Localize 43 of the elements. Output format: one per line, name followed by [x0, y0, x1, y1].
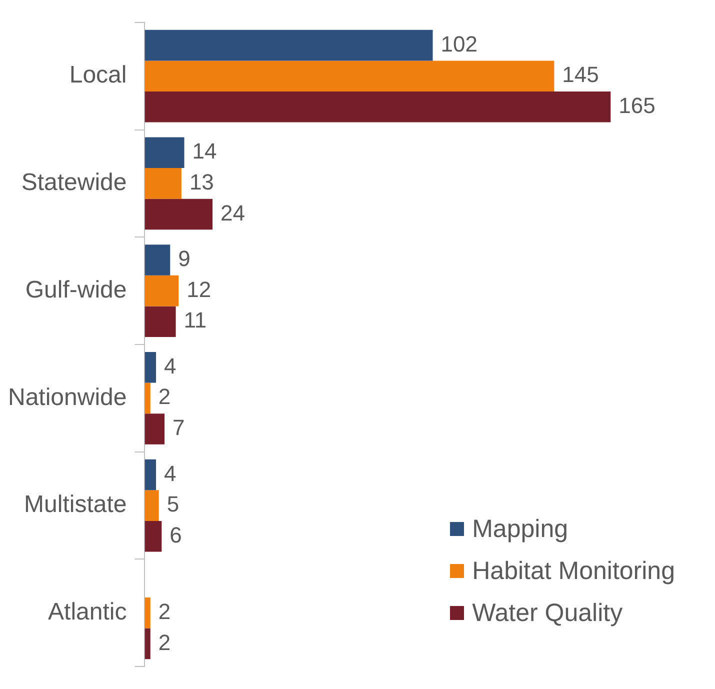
data-label: 12 [186, 276, 212, 302]
bar [144, 598, 150, 628]
data-label: 14 [192, 138, 217, 164]
bar [144, 60, 554, 92]
data-label: 165 [618, 92, 656, 118]
data-label: 7 [172, 415, 185, 440]
data-label: 4 [164, 460, 176, 486]
y-tick-label: Nationwide [8, 384, 127, 411]
data-label: 2 [158, 598, 171, 624]
bar [144, 198, 213, 230]
bar [144, 352, 156, 383]
data-label: 145 [562, 62, 599, 88]
bar [144, 459, 156, 490]
legend-label: Habitat Monitoring [472, 556, 675, 587]
data-label: 9 [178, 246, 190, 272]
legend-label: Water Quality [472, 598, 623, 629]
data-label: 102 [440, 31, 478, 56]
data-label: 24 [220, 200, 245, 226]
bar [144, 414, 164, 444]
data-label: 6 [170, 522, 182, 548]
bar [144, 244, 170, 276]
bar [144, 520, 162, 552]
bar [144, 168, 182, 199]
data-label: 2 [158, 384, 171, 410]
bar [144, 306, 176, 337]
bar [144, 30, 433, 61]
data-label: 4 [164, 353, 176, 378]
data-label: 2 [158, 630, 171, 655]
bar [144, 628, 150, 660]
legend-label: Mapping [472, 514, 568, 545]
y-tick-label: Gulf-wide [25, 276, 127, 304]
y-tick-label: Atlantic [48, 598, 127, 626]
bar [144, 137, 184, 168]
bar [144, 490, 159, 521]
data-label: 5 [166, 492, 180, 517]
bar [144, 382, 150, 414]
data-label: 11 [184, 308, 207, 333]
bar [144, 91, 611, 122]
y-tick-label: Statewide [21, 169, 127, 196]
y-tick-label: Local [69, 62, 127, 89]
bar [144, 275, 179, 306]
data-label: 13 [189, 170, 214, 195]
y-tick-label: Multistate [24, 491, 127, 518]
